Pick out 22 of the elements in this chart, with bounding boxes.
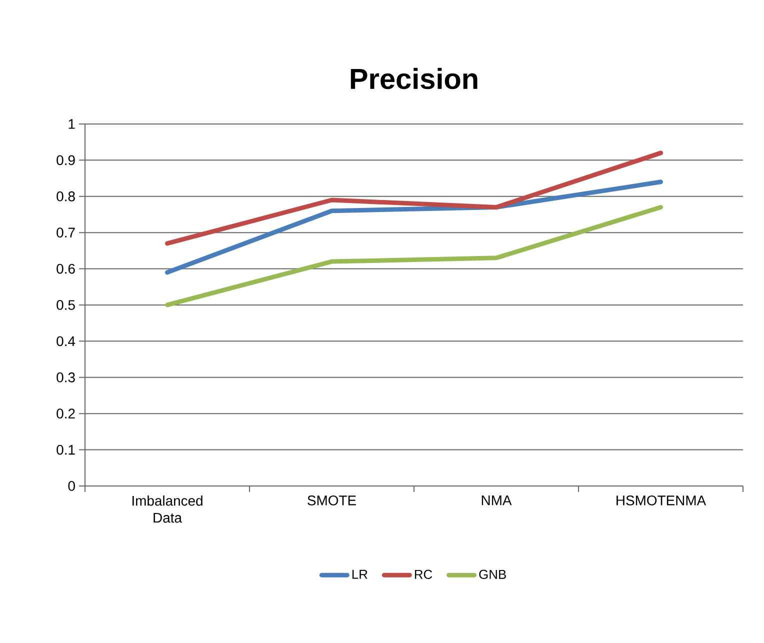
line-series xyxy=(165,180,664,275)
y-tick-label: 0.6 xyxy=(56,264,75,274)
y-tick-label: 0.3 xyxy=(56,372,75,382)
line-series xyxy=(165,204,664,308)
y-tick-label: 0.7 xyxy=(56,228,75,238)
x-tick-label: SMOTE xyxy=(308,495,356,506)
y-tick-label: 0.9 xyxy=(56,155,75,166)
y-tick-label: 1 xyxy=(68,119,75,129)
line-series xyxy=(165,150,664,246)
y-tick-label: 0.4 xyxy=(56,336,76,346)
chart-title: Precision xyxy=(350,68,478,90)
legend-label: GNB xyxy=(479,570,506,579)
x-tick-label: NMA xyxy=(482,496,512,506)
x-tick-label: Imbalanced Data xyxy=(132,496,202,523)
x-tick-label: HSMOTENMA xyxy=(616,495,706,506)
y-tick-label: 0.1 xyxy=(56,444,75,455)
y-tick-label: 0.2 xyxy=(56,408,75,419)
legend-label: RC xyxy=(414,570,432,579)
y-tick-label: 0 xyxy=(68,481,75,491)
y-tick-label: 0.5 xyxy=(56,300,75,310)
y-tick-label: 0.8 xyxy=(56,191,75,202)
legend-label: LR xyxy=(352,570,368,579)
